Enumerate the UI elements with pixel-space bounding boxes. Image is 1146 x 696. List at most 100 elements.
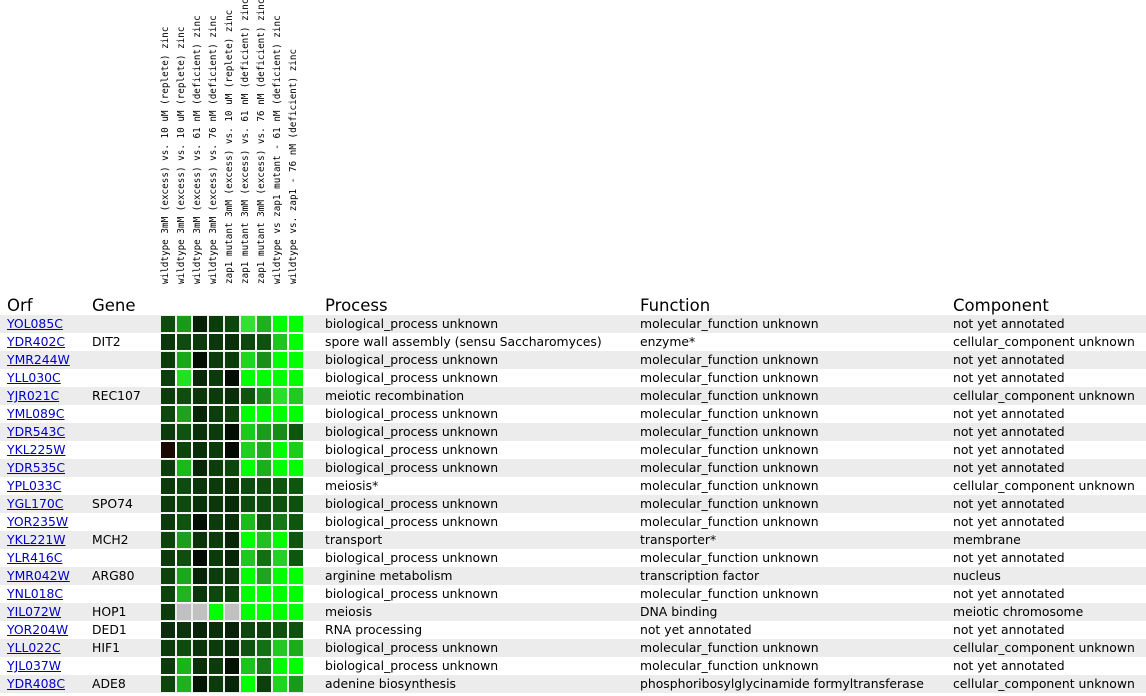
heatmap-cell	[161, 442, 175, 458]
heatmap-cell	[257, 532, 271, 548]
heatmap-cell	[257, 550, 271, 566]
condition-header: zap1 mutant 3mM (excess) vs. 76 nM (defi…	[256, 0, 273, 294]
orf-link[interactable]: YPL033C	[7, 478, 62, 493]
function-text: molecular_function unknown	[640, 370, 819, 385]
heatmap-cell	[193, 406, 207, 422]
function-text: molecular_function unknown	[640, 406, 819, 421]
heatmap-cell	[273, 658, 287, 674]
heatmap-cell	[241, 604, 255, 620]
table-row: YLL022C HIF1 biological_process unknown mol…	[0, 639, 1146, 657]
table-row: YMR042W ARG80 arginine metabolism transcrip…	[0, 567, 1146, 585]
heatmap-cell	[177, 478, 191, 494]
function-text: not yet annotated	[640, 622, 752, 637]
heatmap-cell	[161, 676, 175, 692]
expression-heatmap	[161, 460, 305, 476]
table-row: YOL085C biological_process unknown molecul…	[0, 315, 1146, 333]
component-text: not yet annotated	[953, 622, 1065, 637]
orf-link[interactable]: YKL225W	[7, 442, 66, 457]
component-text: cellular_component unknown	[953, 334, 1135, 349]
orf-link[interactable]: YDR543C	[7, 424, 66, 439]
expression-heatmap	[161, 352, 305, 368]
heatmap-cell	[289, 550, 303, 566]
heatmap-cell	[257, 640, 271, 656]
heatmap-cell	[257, 460, 271, 476]
heatmap-cell	[209, 658, 223, 674]
orf-link[interactable]: YMR244W	[7, 352, 70, 367]
heatmap-cell	[177, 658, 191, 674]
heatmap-cell	[177, 514, 191, 530]
orf-link[interactable]: YDR408C	[7, 676, 66, 691]
condition-label: zap1 mutant 3mM (excess) vs. 76 nM (defi…	[256, 0, 267, 284]
orf-link[interactable]: YKL221W	[7, 532, 66, 547]
orf-link[interactable]: YLR416C	[7, 550, 63, 565]
orf-link[interactable]: YDR535C	[7, 460, 66, 475]
condition-label: wildtype 3mM (excess) vs. 76 nM (deficie…	[208, 15, 219, 284]
table-row: YJL037W biological_process unknown molecul…	[0, 657, 1146, 675]
orf-link[interactable]: YMR042W	[7, 568, 70, 583]
orf-link[interactable]: YDR402C	[7, 334, 66, 349]
orf-link[interactable]: YOL085C	[7, 316, 63, 331]
table-row: YIL072W HOP1 meiosis DNA binding meiotic chr…	[0, 603, 1146, 621]
orf-link[interactable]: YLL030C	[7, 370, 61, 385]
function-text: molecular_function unknown	[640, 442, 819, 457]
condition-label: wildtype 3mM (excess) vs. 10 uM (replete…	[160, 26, 171, 284]
heatmap-cell	[161, 478, 175, 494]
heatmap-cell	[209, 388, 223, 404]
heatmap-cell	[193, 478, 207, 494]
heatmap-cell	[193, 658, 207, 674]
orf-link[interactable]: YOR235W	[7, 514, 69, 529]
expression-heatmap	[161, 496, 305, 512]
orf-link[interactable]: YJL037W	[7, 658, 62, 673]
heatmap-cell	[257, 496, 271, 512]
heatmap-cell	[241, 586, 255, 602]
heatmap-cell	[161, 460, 175, 476]
orf-link[interactable]: YLL022C	[7, 640, 61, 655]
component-text: cellular_component unknown	[953, 676, 1135, 691]
expression-heatmap	[161, 532, 305, 548]
heatmap-cell	[193, 640, 207, 656]
function-text: transporter*	[640, 532, 717, 547]
heatmap-cell	[225, 658, 239, 674]
heatmap-cell	[209, 586, 223, 602]
heatmap-cell	[273, 622, 287, 638]
expression-heatmap	[161, 604, 305, 620]
heatmap-cell	[289, 442, 303, 458]
component-text: membrane	[953, 532, 1021, 547]
heatmap-cell	[289, 532, 303, 548]
heatmap-cell	[257, 658, 271, 674]
heatmap-cell	[177, 424, 191, 440]
heatmap-cell	[257, 604, 271, 620]
table-row: YML089C biological_process unknown molecul…	[0, 405, 1146, 423]
orf-link[interactable]: YGL170C	[7, 496, 64, 511]
process-text: biological_process unknown	[325, 658, 499, 673]
orf-link[interactable]: YNL018C	[7, 586, 64, 601]
heatmap-cell	[209, 676, 223, 692]
heatmap-cell	[289, 478, 303, 494]
heatmap-cell	[177, 334, 191, 350]
heatmap-cell	[241, 640, 255, 656]
table-row: YDR402C DIT2 spore wall assembly (sensu Sa…	[0, 333, 1146, 351]
orf-link[interactable]: YJR021C	[7, 388, 60, 403]
heatmap-cell	[161, 514, 175, 530]
expression-heatmap	[161, 568, 305, 584]
orf-link[interactable]: YIL072W	[7, 604, 62, 619]
process-text: biological_process unknown	[325, 550, 499, 565]
expression-heatmap	[161, 424, 305, 440]
heatmap-cell	[257, 334, 271, 350]
heatmap-cell	[289, 676, 303, 692]
orf-link[interactable]: YOR204W	[7, 622, 69, 637]
function-text: molecular_function unknown	[640, 424, 819, 439]
function-text: molecular_function unknown	[640, 478, 819, 493]
table-row: YKL225W biological_process unknown molecul…	[0, 441, 1146, 459]
expression-heatmap	[161, 622, 305, 638]
process-text: biological_process unknown	[325, 370, 499, 385]
heatmap-cell	[273, 496, 287, 512]
orf-link[interactable]: YML089C	[7, 406, 65, 421]
heatmap-cell	[273, 640, 287, 656]
function-text: phosphoribosylglycinamide formyltransfer…	[640, 676, 924, 691]
heatmap-cell	[273, 442, 287, 458]
component-text: cellular_component unknown	[953, 478, 1135, 493]
process-text: meiosis*	[325, 478, 379, 493]
component-text: cellular_component unknown	[953, 388, 1135, 403]
